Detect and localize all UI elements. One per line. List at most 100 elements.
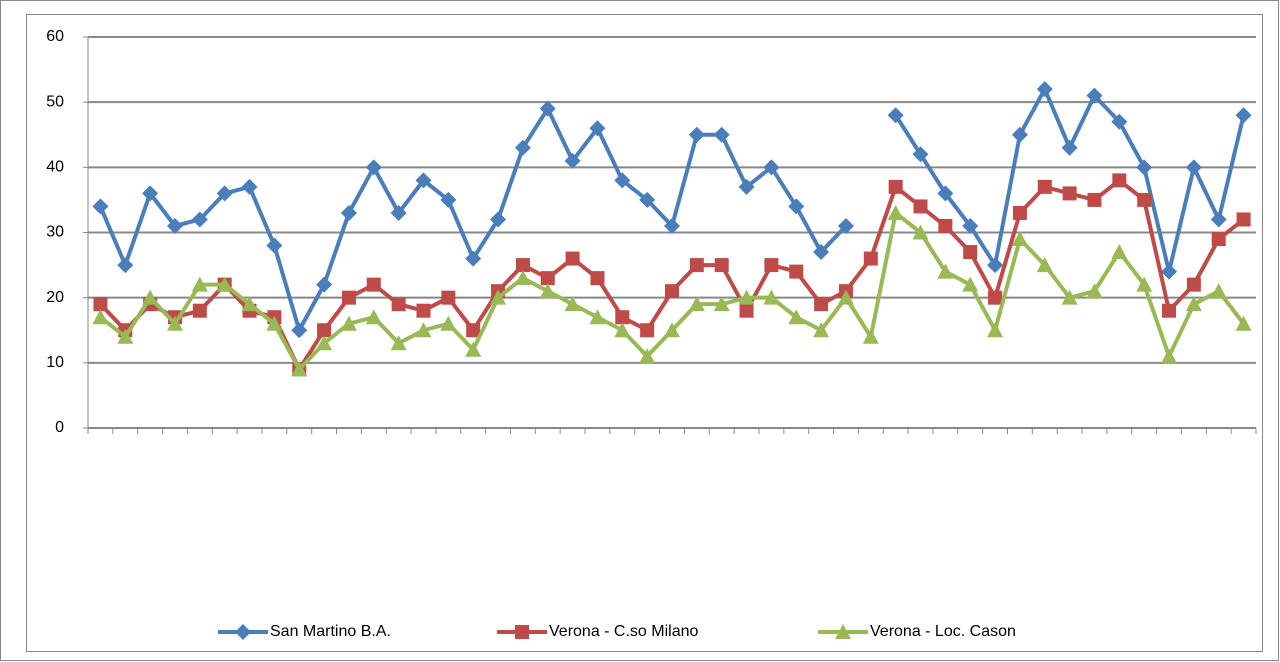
point xyxy=(1185,159,1202,176)
point xyxy=(888,179,903,194)
point xyxy=(365,159,382,176)
point xyxy=(490,289,507,305)
point xyxy=(266,237,283,254)
point xyxy=(366,277,381,292)
legend-label: Verona - C.so Milano xyxy=(549,623,699,640)
point xyxy=(789,264,804,279)
point xyxy=(1210,283,1227,299)
point xyxy=(415,322,432,338)
point xyxy=(1061,139,1078,156)
point xyxy=(166,217,183,234)
series xyxy=(92,81,1252,339)
point xyxy=(241,178,258,195)
point xyxy=(788,309,805,325)
point xyxy=(912,224,929,240)
point xyxy=(92,309,109,325)
point xyxy=(1062,186,1077,201)
point xyxy=(1111,113,1128,130)
point xyxy=(440,315,457,331)
point xyxy=(938,218,953,233)
point xyxy=(1036,257,1053,273)
point xyxy=(714,258,729,273)
point xyxy=(1210,211,1227,228)
point xyxy=(937,185,954,202)
point xyxy=(515,258,530,273)
point xyxy=(1037,179,1052,194)
point xyxy=(142,289,159,305)
point xyxy=(465,250,482,267)
point xyxy=(913,199,928,214)
point xyxy=(441,290,456,305)
point xyxy=(738,289,755,305)
point xyxy=(813,244,830,261)
point xyxy=(862,328,879,344)
point xyxy=(191,276,208,292)
point xyxy=(813,322,830,338)
point xyxy=(962,276,979,292)
point xyxy=(614,172,631,189)
point xyxy=(564,296,581,312)
point xyxy=(539,283,556,299)
point xyxy=(266,315,283,331)
point xyxy=(340,315,357,331)
point xyxy=(490,211,507,228)
point xyxy=(539,100,556,117)
point xyxy=(1011,231,1028,247)
point xyxy=(191,211,208,228)
point xyxy=(664,322,680,338)
point xyxy=(689,258,704,273)
point xyxy=(465,341,482,357)
point xyxy=(639,348,656,364)
point xyxy=(93,297,108,312)
point xyxy=(1211,232,1226,247)
point xyxy=(1186,277,1201,292)
point xyxy=(291,322,308,339)
point xyxy=(1236,212,1251,227)
point xyxy=(1235,107,1252,124)
point xyxy=(640,323,655,338)
point xyxy=(1161,348,1178,364)
point xyxy=(788,198,805,215)
point xyxy=(614,322,631,338)
point xyxy=(365,309,382,325)
point xyxy=(1112,173,1127,188)
point xyxy=(192,303,207,318)
point xyxy=(540,271,555,286)
legend-label: San Martino B.A. xyxy=(270,623,391,640)
point xyxy=(639,191,656,208)
point xyxy=(1087,192,1102,207)
point xyxy=(1137,192,1152,207)
point xyxy=(415,172,432,189)
point xyxy=(241,296,258,312)
point xyxy=(763,289,780,305)
point xyxy=(117,328,134,344)
series xyxy=(93,173,1251,377)
point xyxy=(837,289,854,305)
point xyxy=(713,296,730,312)
point xyxy=(963,245,978,260)
point xyxy=(615,310,630,325)
y-tick-label: 0 xyxy=(55,419,64,436)
y-tick-label: 10 xyxy=(46,354,64,371)
point xyxy=(1111,244,1128,260)
point xyxy=(142,185,159,202)
point xyxy=(117,257,134,274)
point xyxy=(1235,315,1252,331)
point xyxy=(664,217,680,234)
point xyxy=(416,303,431,318)
point xyxy=(341,290,356,305)
y-tick-label: 50 xyxy=(46,93,64,110)
y-tick-label: 30 xyxy=(46,224,64,241)
point xyxy=(340,204,357,221)
legend-label: Verona - Loc. Cason xyxy=(870,623,1016,640)
y-tick-label: 40 xyxy=(46,159,64,176)
point xyxy=(1185,296,1202,312)
point xyxy=(565,251,580,266)
point xyxy=(514,139,531,156)
point xyxy=(962,217,979,234)
point xyxy=(92,198,109,215)
point xyxy=(688,296,705,312)
point xyxy=(937,263,954,279)
